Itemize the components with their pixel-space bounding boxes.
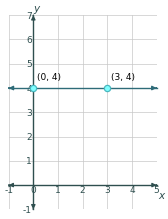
Text: (3, 4): (3, 4) (111, 73, 135, 82)
Text: x: x (158, 191, 164, 201)
Text: (0, 4): (0, 4) (37, 73, 61, 82)
Text: y: y (33, 4, 39, 14)
